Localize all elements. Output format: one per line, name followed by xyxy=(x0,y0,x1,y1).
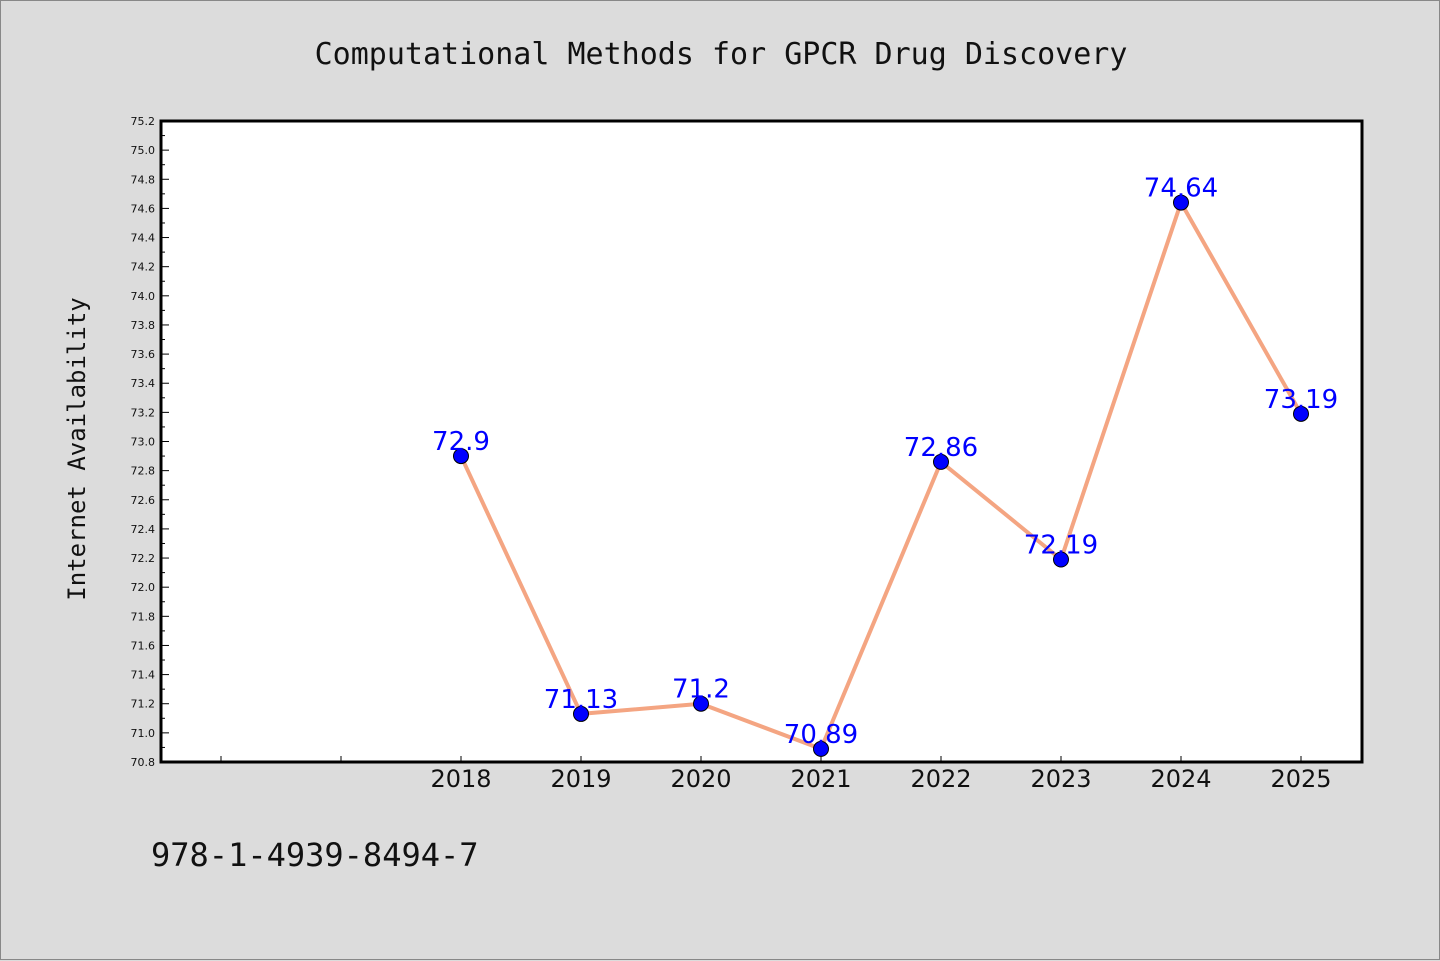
data-point xyxy=(573,705,589,722)
plot-area xyxy=(161,121,1362,762)
data-point xyxy=(693,695,709,712)
data-point xyxy=(933,453,949,470)
y-tick-label: 72.4 xyxy=(131,523,156,536)
y-tick-label: 73.2 xyxy=(131,406,156,419)
series-layer: 72.9 71.13 71.2 70.89 72.86 72.19 74.64 73.19 xyxy=(432,174,1338,757)
data-label: 70.89 xyxy=(784,720,858,750)
x-tick-label: 2019 xyxy=(550,765,611,793)
y-tick-label: 72.2 xyxy=(131,552,156,565)
y-tick-label: 73.6 xyxy=(131,348,156,361)
data-point xyxy=(1173,194,1189,211)
data-label: 72.86 xyxy=(904,433,978,463)
x-tick-label: 2022 xyxy=(910,765,971,793)
x-tick-label: 2024 xyxy=(1150,765,1211,793)
plot-border xyxy=(159,119,1364,764)
x-tick-label: 2018 xyxy=(430,765,491,793)
y-tick-label: 71.4 xyxy=(131,669,156,682)
data-point xyxy=(813,740,829,757)
data-label: 74.64 xyxy=(1144,174,1218,204)
data-label: 72.9 xyxy=(432,427,490,457)
y-tick-label: 71.0 xyxy=(131,727,156,740)
y-tick-label: 74.6 xyxy=(131,202,156,215)
y-tick-label: 70.8 xyxy=(131,756,156,769)
data-point xyxy=(1293,405,1309,422)
x-tick-label: 2021 xyxy=(790,765,851,793)
chart-title: Computational Methods for GPCR Drug Disc… xyxy=(315,37,1128,72)
y-tick-label: 71.2 xyxy=(131,698,156,711)
series-line xyxy=(459,200,1303,751)
y-tick-label: 72.0 xyxy=(131,581,156,594)
isbn-footer: 978-1-4939-8494-7 xyxy=(151,836,479,874)
data-point xyxy=(453,448,469,465)
y-tick-label: 74.2 xyxy=(131,261,156,274)
x-axis-ticks: 2018 2019 2020 2021 2022 2023 2024 2025 xyxy=(220,756,1332,793)
data-label: 71.2 xyxy=(672,675,730,705)
data-label: 73.19 xyxy=(1264,385,1338,415)
y-axis-label: Internet Availability xyxy=(63,297,91,600)
y-tick-label: 73.8 xyxy=(131,319,156,332)
x-tick-label: 2020 xyxy=(670,765,731,793)
x-tick-label: 2025 xyxy=(1270,765,1331,793)
y-tick-label: 73.0 xyxy=(131,436,156,449)
y-tick-label: 75.2 xyxy=(131,115,156,128)
data-label: 71.13 xyxy=(544,685,618,715)
y-tick-label: 74.4 xyxy=(131,232,156,245)
y-tick-label: 72.8 xyxy=(131,465,156,478)
y-tick-label: 74.8 xyxy=(131,173,156,186)
y-axis-ticks: 70.8 71.0 71.2 71.4 71.6 71.8 72.0 72.2 72.4 72.6… xyxy=(131,115,169,769)
x-tick-label: 2023 xyxy=(1030,765,1091,793)
y-tick-label: 73.4 xyxy=(131,377,156,390)
y-tick-label: 75.0 xyxy=(131,144,156,157)
data-point xyxy=(1053,551,1069,568)
y-tick-label: 74.0 xyxy=(131,290,156,303)
y-tick-label: 72.6 xyxy=(131,494,156,507)
y-tick-label: 71.8 xyxy=(131,610,156,623)
data-label: 72.19 xyxy=(1024,531,1098,561)
y-tick-label: 71.6 xyxy=(131,639,156,652)
